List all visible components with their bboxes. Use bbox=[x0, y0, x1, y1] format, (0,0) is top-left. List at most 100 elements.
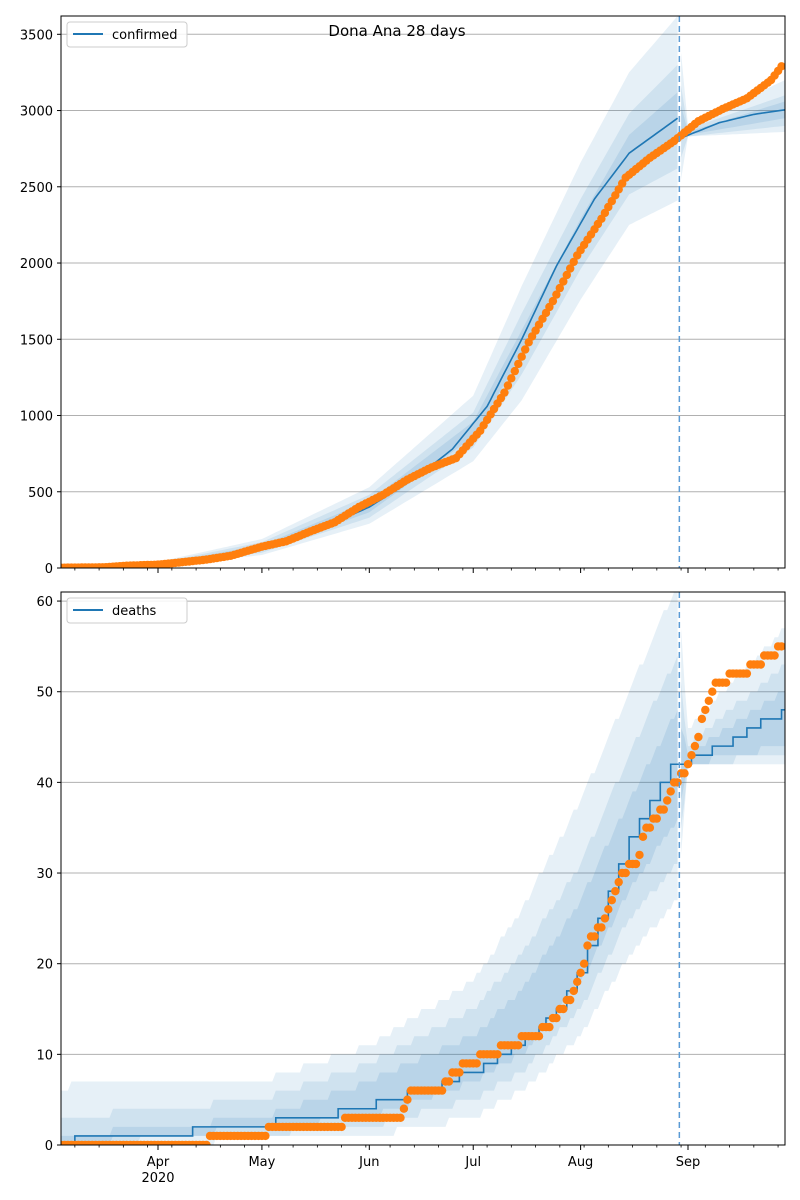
observed-point bbox=[621, 868, 630, 878]
observed-point bbox=[548, 296, 558, 306]
observed-point bbox=[500, 388, 509, 397]
y-tick-label: 40 bbox=[36, 776, 53, 791]
observed-point bbox=[680, 769, 689, 778]
observed-point bbox=[607, 896, 616, 905]
x-tick-label: Jul bbox=[464, 1155, 481, 1170]
x-tick-label: May bbox=[248, 1155, 275, 1170]
y-tick-label: 1000 bbox=[20, 410, 53, 425]
legend: deaths bbox=[66, 597, 188, 624]
observed-points bbox=[61, 642, 785, 1145]
observed-point bbox=[777, 642, 785, 651]
y-tick-label: 500 bbox=[28, 486, 53, 501]
observed-point bbox=[683, 760, 693, 769]
y-tick-label: 60 bbox=[36, 595, 53, 610]
observed-point bbox=[503, 381, 513, 390]
observed-point bbox=[437, 1086, 447, 1095]
y-tick-label: 0 bbox=[45, 1139, 53, 1154]
observed-point bbox=[566, 264, 575, 273]
chart-title: Dona Ana 28 days bbox=[328, 22, 465, 40]
observed-point bbox=[604, 905, 613, 914]
legend-label: confirmed bbox=[112, 28, 178, 43]
observed-point bbox=[534, 1032, 544, 1041]
observed-point bbox=[673, 778, 682, 787]
observed-point bbox=[600, 914, 610, 923]
confidence-band-middle bbox=[61, 64, 785, 568]
observed-point bbox=[652, 814, 661, 823]
y-tick-label: 30 bbox=[36, 867, 53, 882]
observed-point bbox=[403, 1095, 412, 1104]
observed-point bbox=[514, 1041, 523, 1050]
observed-point bbox=[517, 352, 526, 361]
observed-point bbox=[399, 1104, 409, 1113]
legend-label: deaths bbox=[112, 604, 157, 619]
observed-point bbox=[562, 270, 571, 280]
observed-point bbox=[455, 1068, 464, 1077]
observed-point bbox=[742, 669, 752, 678]
observed-point bbox=[576, 968, 585, 977]
observed-point bbox=[583, 941, 592, 950]
observed-point bbox=[552, 290, 561, 299]
observed-point bbox=[708, 687, 717, 696]
observed-point bbox=[666, 787, 675, 796]
observed-point bbox=[704, 696, 713, 705]
observed-point bbox=[694, 732, 703, 742]
x-tick-label: 2020 bbox=[141, 1171, 174, 1186]
observed-point bbox=[638, 832, 648, 841]
observed-point bbox=[777, 62, 785, 71]
confirmed-panel: 0 500 1000 1500 2000 2500 3000 3500 confirmed bbox=[20, 15, 786, 577]
observed-point bbox=[545, 1022, 554, 1032]
observed-point bbox=[510, 366, 519, 376]
y-tick-label: 2000 bbox=[20, 257, 53, 272]
observed-point bbox=[514, 359, 523, 369]
legend-box bbox=[66, 597, 188, 624]
observed-point bbox=[770, 651, 779, 660]
y-tick-label: 50 bbox=[36, 686, 53, 701]
observed-point bbox=[566, 995, 575, 1005]
observed-point bbox=[611, 887, 620, 896]
confidence-band-middle bbox=[61, 655, 785, 1145]
confidence-band-inner bbox=[61, 691, 785, 1145]
x-tick-label: Aug bbox=[568, 1155, 593, 1170]
y-tick-label: 20 bbox=[36, 958, 53, 973]
observed-point bbox=[701, 705, 710, 715]
observed-point bbox=[261, 1131, 270, 1141]
observed-point bbox=[687, 751, 696, 760]
observed-point bbox=[697, 714, 707, 724]
y-tick-label: 3500 bbox=[20, 28, 53, 43]
observed-point bbox=[645, 823, 655, 832]
observed-point bbox=[493, 1050, 502, 1059]
observed-point bbox=[663, 796, 672, 805]
observed-point bbox=[614, 877, 623, 887]
observed-point bbox=[521, 345, 530, 354]
observed-point bbox=[569, 986, 578, 996]
observed-point bbox=[569, 257, 578, 267]
y-tick-label: 2500 bbox=[20, 181, 53, 196]
y-tick-label: 0 bbox=[45, 562, 53, 577]
y-tick-label: 10 bbox=[36, 1048, 53, 1063]
observed-point bbox=[559, 1004, 568, 1014]
x-tick-label: Sep bbox=[676, 1155, 701, 1170]
observed-point bbox=[444, 1077, 454, 1086]
legend: confirmed bbox=[66, 21, 188, 48]
axes-frame bbox=[60, 591, 786, 1146]
y-tick-label: 3000 bbox=[20, 105, 53, 120]
observed-points bbox=[61, 62, 785, 568]
observed-point bbox=[573, 977, 582, 986]
observed-point bbox=[597, 923, 606, 932]
observed-point bbox=[559, 277, 568, 286]
observed-point bbox=[507, 374, 516, 383]
confidence-band-outer bbox=[61, 16, 785, 568]
observed-point bbox=[555, 283, 564, 293]
legend-box bbox=[66, 21, 188, 48]
confidence-band-outer bbox=[61, 592, 785, 1145]
observed-point bbox=[631, 859, 641, 869]
observed-point bbox=[756, 660, 765, 669]
observed-point bbox=[472, 1059, 481, 1068]
observed-point bbox=[659, 805, 668, 814]
x-tick-label: Jun bbox=[358, 1155, 379, 1170]
observed-point bbox=[579, 959, 589, 968]
observed-point bbox=[590, 932, 599, 941]
observed-point bbox=[337, 1122, 346, 1132]
